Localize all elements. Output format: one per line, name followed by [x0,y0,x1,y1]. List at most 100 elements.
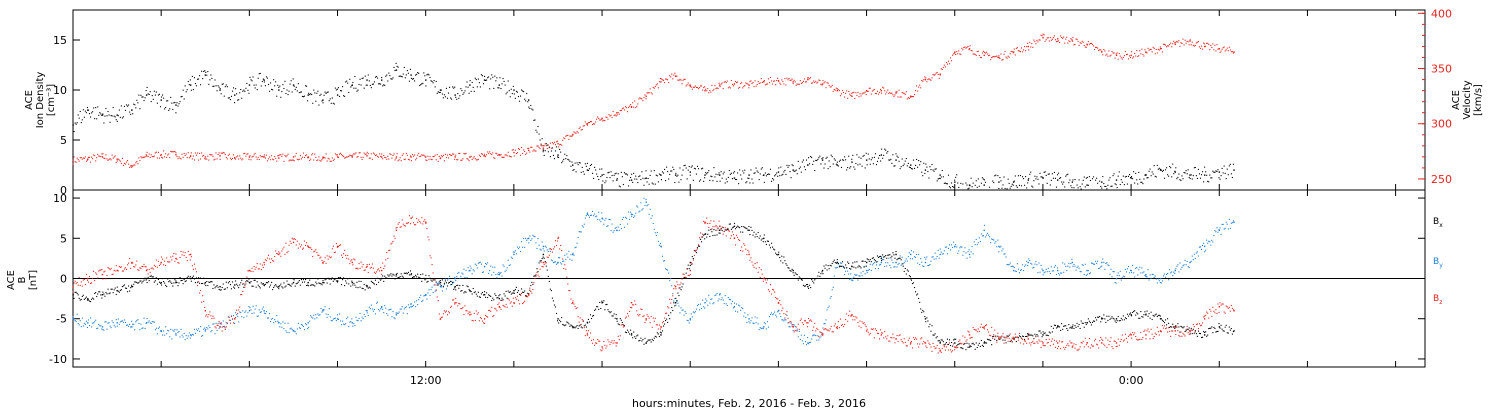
density-series-dot [1012,184,1014,186]
density-series-dot [534,119,536,121]
velocity-series-dot [603,119,605,121]
density-series-dot [733,171,736,173]
bx-series-dot [810,287,812,289]
bx-series-dot [1068,324,1070,326]
by-series-dot [494,266,496,268]
velocity-series-point [836,90,838,92]
density-series-dot [607,172,609,174]
by-series-dot [217,322,219,324]
velocity-series-dot [811,82,813,84]
density-series-dot [1144,174,1146,176]
bx-series-dot [539,260,541,262]
bx-series-dot [546,269,548,271]
bx-series-dot [462,284,464,286]
bx-series-dot [1204,331,1206,334]
by-series-dot [1075,269,1077,271]
density-series-dot [776,172,778,174]
density-series-dot [471,81,473,84]
by-series-dot [862,270,864,273]
density-series-dot [123,105,126,107]
bx-series-dot [488,294,490,296]
density-series-dot [202,78,204,80]
velocity-series-dot [1192,44,1194,46]
velocity-series-dot [888,92,890,95]
bx-series-dot [142,280,144,282]
velocity-series-dot [1217,48,1219,50]
by-series-dot [1026,260,1028,262]
velocity-series-dot [285,156,287,158]
velocity-series-dot [177,158,179,160]
by-series-dot [203,328,205,330]
by-series-dot [829,297,831,299]
by-series-dot [1006,263,1008,266]
by-series-dot [911,258,914,260]
density-series-dot [946,183,948,185]
velocity-series-dot [189,156,191,158]
bx-series-dot [313,284,315,286]
by-series-dot [1084,263,1086,265]
bx-series-dot [482,294,485,296]
density-series-dot [242,90,244,92]
density-series-dot [136,99,138,101]
density-series-dot [286,89,288,91]
by-series-dot [1225,221,1227,223]
density-series-dot [968,187,970,189]
density-series-dot [817,158,819,160]
bx-series-dot [654,335,656,337]
density-series-point [954,181,956,183]
by-series-dot [1152,273,1154,275]
velocity-series-point [263,156,265,158]
by-series-dot [174,329,176,331]
bx-series-dot [518,293,521,295]
bx-series-dot [883,256,885,258]
by-series-dot [748,321,750,323]
bx-series-dot [247,280,249,282]
bx-series [72,222,1235,351]
by-series-dot [147,321,149,323]
density-series-dot [880,160,882,162]
by-series-dot [617,226,619,228]
density-series-dot [491,74,493,76]
bx-series-dot [864,260,866,263]
bx-series-dot [253,279,255,281]
density-series-dot [408,80,410,82]
bx-series-dot [696,247,699,249]
density-series-point [1233,169,1235,171]
by-series-dot [169,336,171,338]
velocity-series-dot [1203,42,1205,44]
by-series-dot [296,328,298,330]
density-series-dot [667,171,669,173]
by-series-point [498,273,500,276]
velocity-series-dot [129,166,131,168]
density-series-dot [941,169,943,172]
bx-series-point [1027,334,1030,336]
velocity-series-dot [726,80,728,82]
bx-series-dot [1079,327,1081,330]
velocity-series-dot [323,156,325,159]
density-series-dot [980,182,982,184]
velocity-series-dot [602,120,604,122]
velocity-series-dot [391,157,393,159]
by-series-dot [825,319,827,321]
velocity-series-dot [1152,46,1154,48]
bz-series-point [674,285,677,288]
density-series-dot [831,156,833,158]
by-series-dot [87,319,90,321]
by-series-dot [307,328,309,330]
density-series-dot [638,176,640,178]
velocity-series-dot [1056,40,1059,42]
velocity-series-dot [951,60,953,62]
bx-series-dot [1186,328,1188,330]
bx-series-dot [830,265,832,267]
by-series-dot [1082,264,1084,266]
by-series-dot [1202,244,1204,247]
bx-series-dot [856,261,858,263]
bx-series-dot [343,277,345,279]
bx-series-dot [91,298,93,300]
bx-series-dot [940,339,942,341]
bx-series-dot [125,287,128,289]
by-series-dot [1060,272,1062,274]
velocity-series-dot [523,149,525,151]
velocity-series-dot [1230,51,1232,53]
